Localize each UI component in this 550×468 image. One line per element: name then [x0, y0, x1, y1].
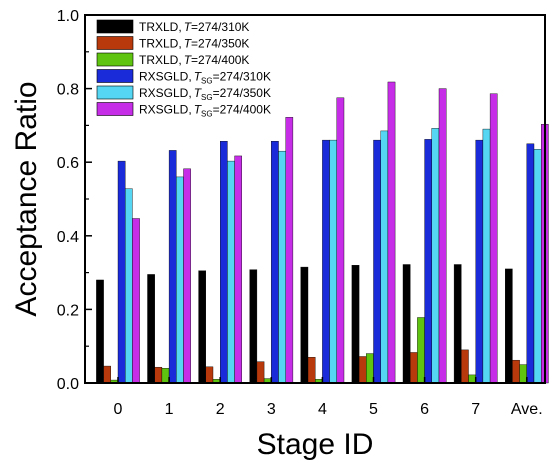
bar — [402, 264, 411, 384]
legend: TRXLD, T=274/310K TRXLD, T=274/350K TRXLD, T=… — [96, 19, 271, 119]
x-tick-label: 7 — [471, 401, 480, 418]
bar — [431, 128, 440, 384]
x-tick-label: 5 — [369, 401, 378, 418]
y-tick-label: 0.2 — [57, 302, 79, 319]
bar — [322, 139, 330, 384]
bar — [380, 130, 389, 384]
legend-swatch — [96, 52, 134, 67]
bar — [132, 218, 140, 384]
bar — [103, 365, 111, 384]
y-axis-title: Acceptance Ratio — [10, 81, 43, 316]
bar — [154, 366, 163, 384]
bar — [176, 176, 184, 384]
y-tick-label: 0.6 — [57, 155, 79, 172]
bar — [351, 265, 360, 384]
bar — [307, 357, 316, 384]
legend-label: RXSGLD, TSG=274/310K — [139, 70, 271, 86]
legend-swatch — [96, 19, 134, 34]
bar — [482, 128, 491, 384]
legend-swatch — [96, 36, 134, 50]
bar — [533, 149, 542, 384]
bar — [336, 97, 345, 384]
legend-label: RXSGLD, TSG=274/350K — [139, 86, 271, 102]
bar — [161, 368, 170, 384]
bar — [147, 274, 155, 384]
bar — [285, 117, 294, 384]
bar — [387, 81, 396, 384]
bar — [300, 266, 309, 384]
bar — [227, 160, 235, 384]
bar — [461, 349, 469, 384]
bar — [271, 141, 279, 384]
x-tick-label: 1 — [165, 401, 174, 418]
x-tick-label: 6 — [420, 401, 429, 418]
bar — [475, 139, 484, 384]
x-axis: 0 1 2 3 4 5 6 7 Ave. — [114, 377, 543, 418]
x-tick-label: Ave. — [511, 401, 543, 418]
bar — [249, 269, 258, 384]
bar — [256, 361, 265, 384]
x-tick-label: 3 — [267, 401, 276, 418]
bar — [410, 352, 418, 384]
bar — [366, 353, 374, 384]
x-tick-label: 2 — [216, 401, 225, 418]
bar — [512, 359, 520, 384]
bar — [219, 141, 228, 384]
bar — [424, 139, 433, 384]
bar — [278, 150, 286, 384]
bar — [329, 139, 338, 384]
legend-swatch — [96, 102, 134, 116]
legend-swatch — [96, 69, 134, 83]
bar — [519, 364, 527, 384]
bar — [505, 268, 513, 384]
bar — [198, 270, 207, 384]
y-tick-label: 1.0 — [57, 8, 79, 25]
bar — [417, 317, 425, 384]
bar — [205, 366, 214, 384]
bar — [183, 168, 191, 384]
bar — [358, 356, 367, 384]
bar — [234, 155, 243, 384]
bar — [96, 279, 104, 384]
legend-label: RXSGLD, TSG=274/400K — [139, 103, 271, 119]
bar — [168, 150, 177, 384]
bars-layer — [96, 81, 549, 384]
bar — [124, 188, 133, 384]
bar — [526, 143, 535, 384]
legend-label: TRXLD, T=274/350K — [139, 37, 249, 51]
legend-label: TRXLD, T=274/310K — [139, 20, 249, 34]
x-axis-title: Stage ID — [257, 428, 374, 461]
bar — [453, 264, 462, 384]
bar — [117, 160, 126, 384]
bar — [438, 88, 447, 384]
legend-label: TRXLD, T=274/400K — [139, 53, 249, 67]
y-tick-label: 0.4 — [57, 229, 79, 246]
bar — [489, 93, 498, 384]
bar — [373, 139, 381, 384]
x-tick-label: 0 — [114, 401, 123, 418]
legend-swatch — [96, 85, 134, 100]
y-tick-label: 0.0 — [57, 376, 79, 393]
x-tick-label: 4 — [318, 401, 327, 418]
bar — [468, 374, 476, 384]
y-axis: 0.0 0.2 0.4 0.6 0.8 1.0 — [57, 8, 92, 393]
y-tick-label: 0.8 — [57, 82, 79, 99]
